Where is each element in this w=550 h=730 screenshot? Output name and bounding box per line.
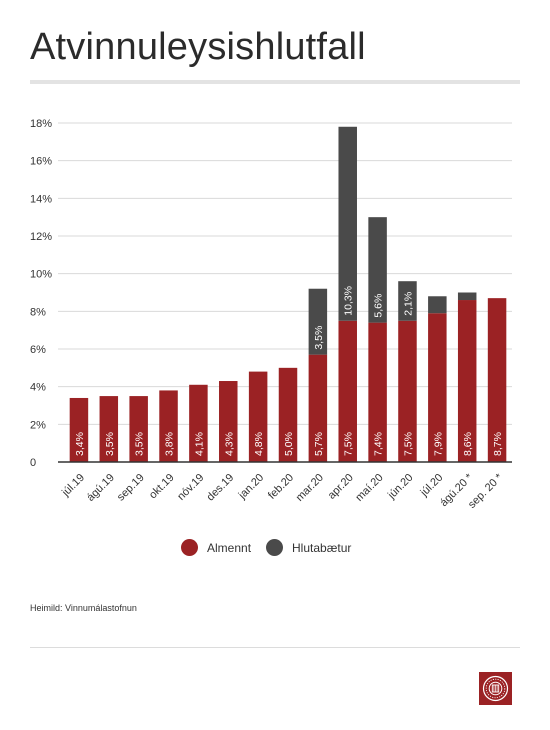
bar-hlutabaetur — [457, 292, 477, 301]
y-tick-label: 18% — [30, 118, 52, 130]
data-label-almennt: 7,5% — [343, 432, 355, 456]
data-label-almennt: 4,3% — [223, 432, 235, 456]
y-tick-label: 14% — [30, 193, 52, 205]
bar-almennt — [428, 313, 447, 462]
data-label-almennt: 3,5% — [134, 432, 146, 456]
union-seal-icon — [479, 672, 512, 705]
y-tick-label: 0 — [30, 457, 36, 469]
data-label-almennt: 5,7% — [313, 432, 325, 456]
y-tick-label: 10% — [30, 269, 52, 281]
data-label-almennt: 7,9% — [432, 432, 444, 456]
x-tick-label: des.19 — [205, 472, 237, 504]
chart-title: Atvinnuleysishlutfall — [30, 26, 366, 68]
data-label-almennt: 3,5% — [104, 432, 116, 456]
x-tick-label: ágú.19 — [85, 472, 117, 504]
y-tick-label: 2% — [30, 419, 46, 431]
data-label-hlutabaetur: 10,3% — [343, 286, 355, 316]
chart-legend: Almennt Hlutabætur — [0, 539, 550, 559]
bar-hlutabaetur — [398, 281, 417, 321]
legend-swatch-hlutabaetur — [266, 539, 283, 556]
data-label-almennt: 8,7% — [492, 432, 504, 456]
bar-hlutabaetur — [338, 126, 357, 321]
bar-hlutabaetur — [308, 288, 328, 355]
bar-almennt — [338, 320, 357, 462]
bar-hlutabaetur — [428, 296, 447, 314]
y-tick-label: 12% — [30, 231, 52, 243]
y-tick-label: 4% — [30, 382, 46, 394]
legend-label-hlutabaetur: Hlutabætur — [292, 540, 352, 555]
x-tick-label: feb.20 — [266, 472, 296, 502]
x-tick-label: nóv.19 — [175, 472, 206, 503]
x-tick-label: apr.20 — [326, 472, 356, 502]
y-tick-label: 6% — [30, 344, 46, 356]
data-label-almennt: 3,8% — [164, 432, 176, 456]
data-label-hlutabaetur: 5,6% — [373, 294, 385, 318]
data-label-almennt: 4,1% — [193, 432, 205, 456]
legend-swatch-almennt — [181, 539, 198, 556]
data-label-almennt: 4,8% — [253, 432, 265, 456]
bar-almennt — [159, 390, 178, 462]
footer-divider — [30, 647, 520, 648]
bar-almennt — [398, 320, 417, 462]
data-label-almennt: 7,4% — [373, 432, 385, 456]
bar-almennt — [248, 371, 268, 462]
bar-almennt — [308, 354, 328, 462]
legend-item-almennt: Almennt — [181, 539, 251, 556]
data-label-hlutabaetur: 2,1% — [402, 292, 414, 316]
legend-item-hlutabaetur: Hlutabætur — [266, 539, 351, 556]
bar-almennt — [99, 396, 119, 462]
x-tick-label: júl.19 — [59, 472, 87, 500]
bar-hlutabaetur — [368, 217, 387, 323]
bar-almennt — [487, 298, 507, 462]
data-label-hlutabaetur: 3,5% — [313, 326, 325, 350]
stacked-bar-chart: 0 2% 4% 6% 8% 10% 12% 14% 16% 18% 3,4% júl.19 3,5% ág… — [30, 118, 512, 511]
source-note: Heimild: Vinnumálastofnun — [30, 603, 137, 613]
bar-almennt — [278, 367, 298, 462]
legend-label-almennt: Almennt — [207, 540, 252, 555]
y-tick-label: 8% — [30, 306, 46, 318]
bar-almennt — [368, 322, 387, 462]
x-tick-label: maí.20 — [353, 472, 385, 504]
bar-almennt — [189, 384, 208, 462]
data-label-almennt: 8,6% — [462, 432, 474, 456]
data-label-almennt: 5,0% — [283, 432, 295, 456]
data-label-almennt: 3,4% — [74, 432, 86, 456]
x-tick-label: mar.20 — [294, 472, 326, 504]
x-tick-label: jan.20 — [236, 472, 266, 502]
bar-almennt — [219, 381, 238, 462]
x-tick-label: okt.19 — [147, 472, 177, 502]
data-label-almennt: 7,5% — [402, 432, 414, 456]
y-tick-label: 16% — [30, 156, 52, 168]
x-tick-label: jún.20 — [385, 472, 415, 502]
x-tick-label: sep.19 — [115, 472, 147, 504]
title-divider — [30, 80, 520, 84]
bar-almennt — [457, 300, 477, 462]
bar-almennt — [129, 396, 148, 462]
bar-almennt — [69, 397, 89, 462]
x-tick-label: júl.20 — [418, 472, 446, 500]
